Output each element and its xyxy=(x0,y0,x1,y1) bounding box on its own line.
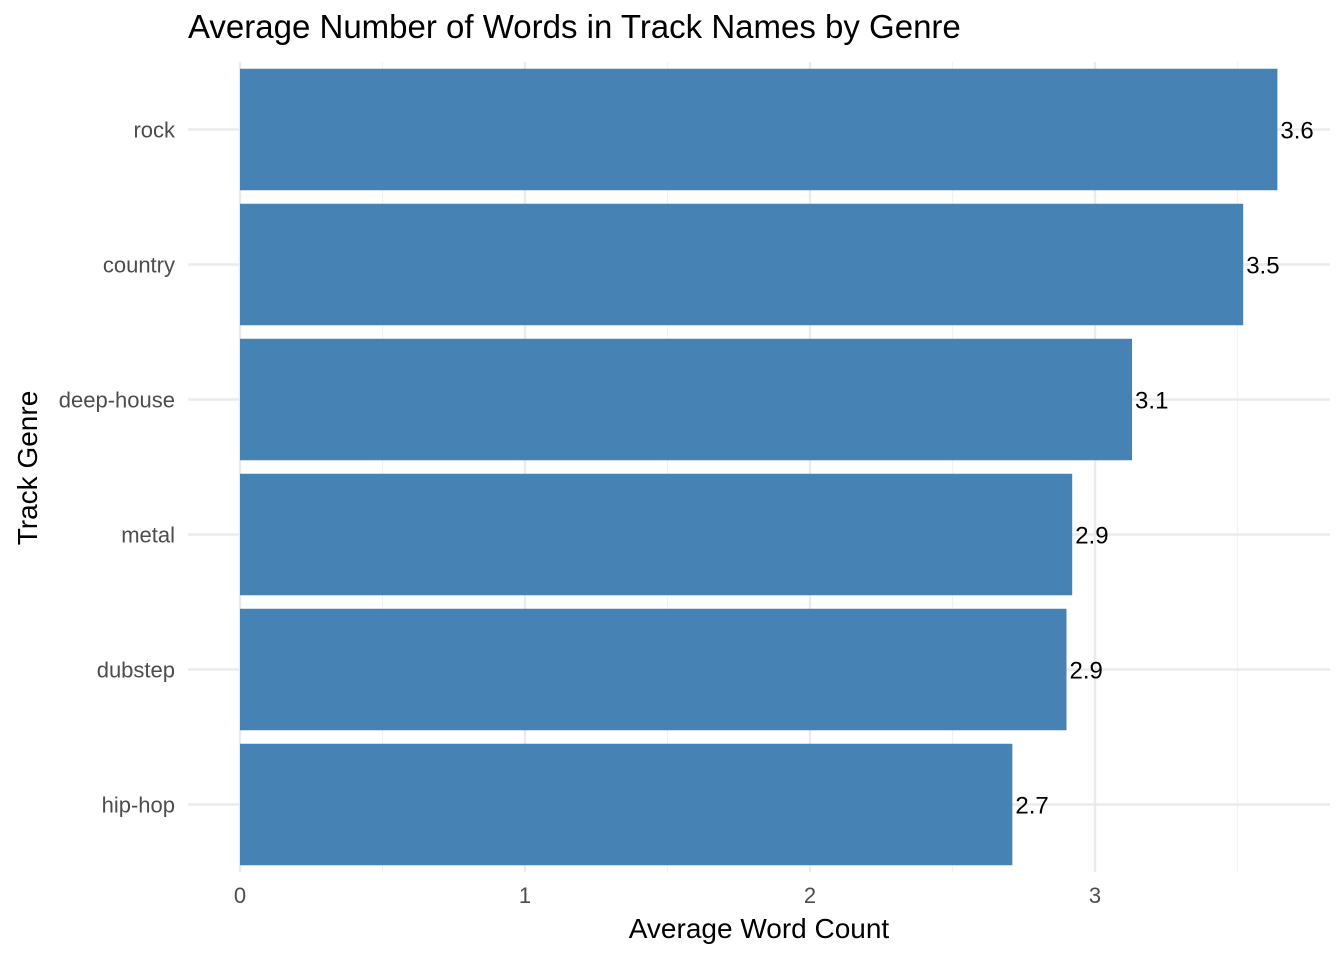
data-label-dubstep: 2.9 xyxy=(1070,658,1103,685)
y-tick-country: country xyxy=(103,253,175,278)
bar-metal xyxy=(240,473,1073,596)
y-tick-metal: metal xyxy=(121,523,175,548)
bar-dubstep xyxy=(240,608,1067,731)
x-tick-0: 0 xyxy=(234,883,246,908)
bar-country xyxy=(240,203,1244,326)
data-label-deep-house: 3.1 xyxy=(1135,388,1168,415)
y-tick-deep-house: deep-house xyxy=(59,388,175,413)
bars xyxy=(240,68,1278,866)
y-tick-labels: rock country deep-house metal dubstep hip-hop xyxy=(59,118,176,818)
data-labels: 3.6 3.5 3.1 2.9 2.9 2.7 xyxy=(1015,118,1313,820)
bar-rock xyxy=(240,68,1278,191)
x-tick-1: 1 xyxy=(519,883,531,908)
data-label-hip-hop: 2.7 xyxy=(1015,793,1048,820)
x-axis-title: Average Word Count xyxy=(629,913,890,944)
y-tick-rock: rock xyxy=(133,118,176,143)
y-axis-title: Track Genre xyxy=(12,391,43,546)
data-label-rock: 3.6 xyxy=(1280,118,1313,145)
y-tick-dubstep: dubstep xyxy=(97,658,175,683)
data-label-country: 3.5 xyxy=(1246,253,1279,280)
data-label-metal: 2.9 xyxy=(1075,523,1108,550)
bar-hip-hop xyxy=(240,743,1013,866)
y-tick-hip-hop: hip-hop xyxy=(102,793,175,818)
x-tick-labels: 0 1 2 3 xyxy=(234,883,1101,908)
chart-title: Average Number of Words in Track Names b… xyxy=(188,8,961,45)
x-tick-2: 2 xyxy=(804,883,816,908)
bar-deep-house xyxy=(240,338,1133,461)
x-tick-3: 3 xyxy=(1089,883,1101,908)
